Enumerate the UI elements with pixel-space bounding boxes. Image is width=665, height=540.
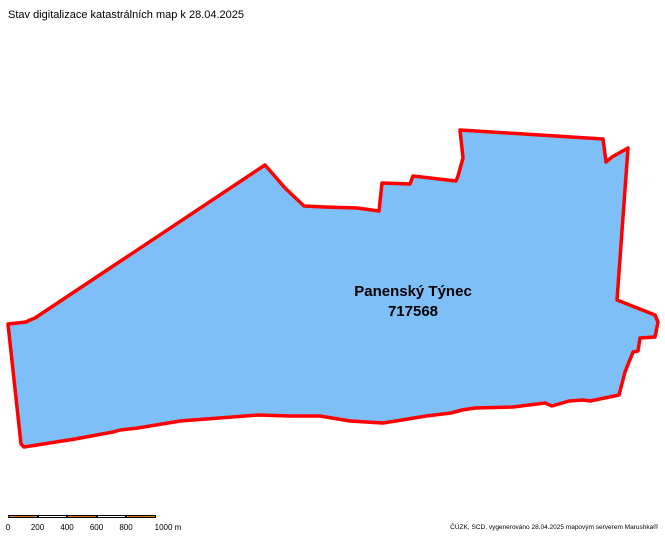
- scale-bar: 0 200 400 600 800 1000 m: [0, 505, 200, 535]
- scale-segment: [37, 515, 67, 518]
- scale-tick-label: 0: [5, 523, 11, 532]
- parcel-code-label: 717568: [388, 303, 438, 320]
- scale-tick-label: 800: [119, 523, 133, 532]
- map-credit: ČÚZK, SCD, vygenerováno 28.04.2025 mapov…: [450, 524, 658, 531]
- cadastral-map: Panenský Týnec 717568: [6, 128, 660, 449]
- scale-segment: [8, 515, 38, 518]
- scale-tick-label: 400: [60, 523, 74, 532]
- scale-tick-label: 200: [30, 523, 45, 532]
- scale-segment: [96, 515, 126, 518]
- scale-segment: [67, 515, 97, 518]
- scale-segment: [126, 515, 156, 518]
- parcel-name-label: Panenský Týnec: [354, 283, 472, 300]
- scale-tick-label: 600: [89, 523, 104, 532]
- scale-tick-label: 1000 m: [154, 523, 182, 532]
- map-title: Stav digitalizace katastrálních map k 28…: [8, 9, 245, 21]
- cadastral-area-polygon[interactable]: [6, 128, 660, 449]
